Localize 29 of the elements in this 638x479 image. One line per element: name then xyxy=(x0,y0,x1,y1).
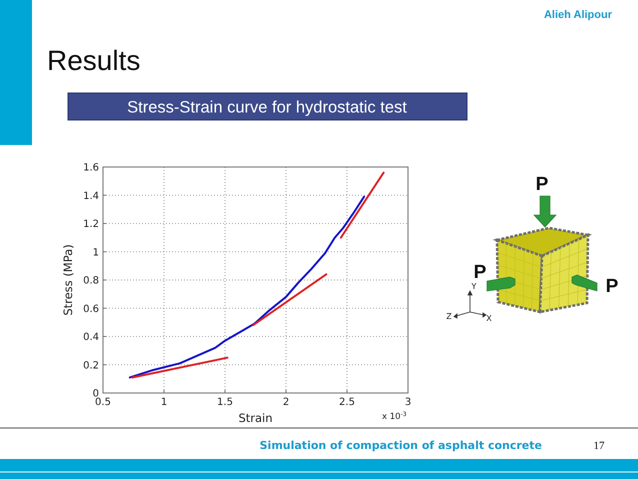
text: 17 xyxy=(594,440,605,452)
text: x 10$^{-3}$ xyxy=(382,410,407,422)
y-tick-label: 0.2 xyxy=(83,360,99,372)
x-tick-label: 2.5 xyxy=(339,397,355,408)
y-tick-label: 1 xyxy=(92,247,99,258)
x-tick-label: 2 xyxy=(282,397,290,408)
text: Z xyxy=(446,312,452,321)
text: Simulation of compaction of asphalt concrete xyxy=(260,439,542,452)
chart-subtitle: Stress-Strain curve for hydrostatic test xyxy=(127,98,408,116)
text: P xyxy=(474,262,487,283)
x-tick-label: 1.5 xyxy=(217,397,233,408)
y-tick-label: 0.8 xyxy=(83,276,99,286)
text: Y xyxy=(470,282,477,291)
text: P xyxy=(606,276,619,297)
x-tick-label: 1 xyxy=(160,397,168,408)
text: Alieh Alipour xyxy=(544,9,613,21)
text: X xyxy=(486,314,492,323)
text: P xyxy=(536,174,549,195)
y-tick-label: 0.6 xyxy=(83,304,99,315)
y-tick-label: 1.2 xyxy=(83,219,99,230)
y-tick-label: 1.6 xyxy=(83,162,99,174)
x-axis-title: Strain xyxy=(238,411,273,425)
x-tick-label: 0.5 xyxy=(95,397,111,408)
line-series xyxy=(128,196,366,378)
y-tick-label: 0.4 xyxy=(83,332,99,343)
y-tick-label: 1.4 xyxy=(83,190,99,202)
x-tick-label: 3 xyxy=(404,397,412,408)
y-axis-title: Stress (MPa) xyxy=(61,244,75,316)
chart-title: Results xyxy=(47,45,140,76)
